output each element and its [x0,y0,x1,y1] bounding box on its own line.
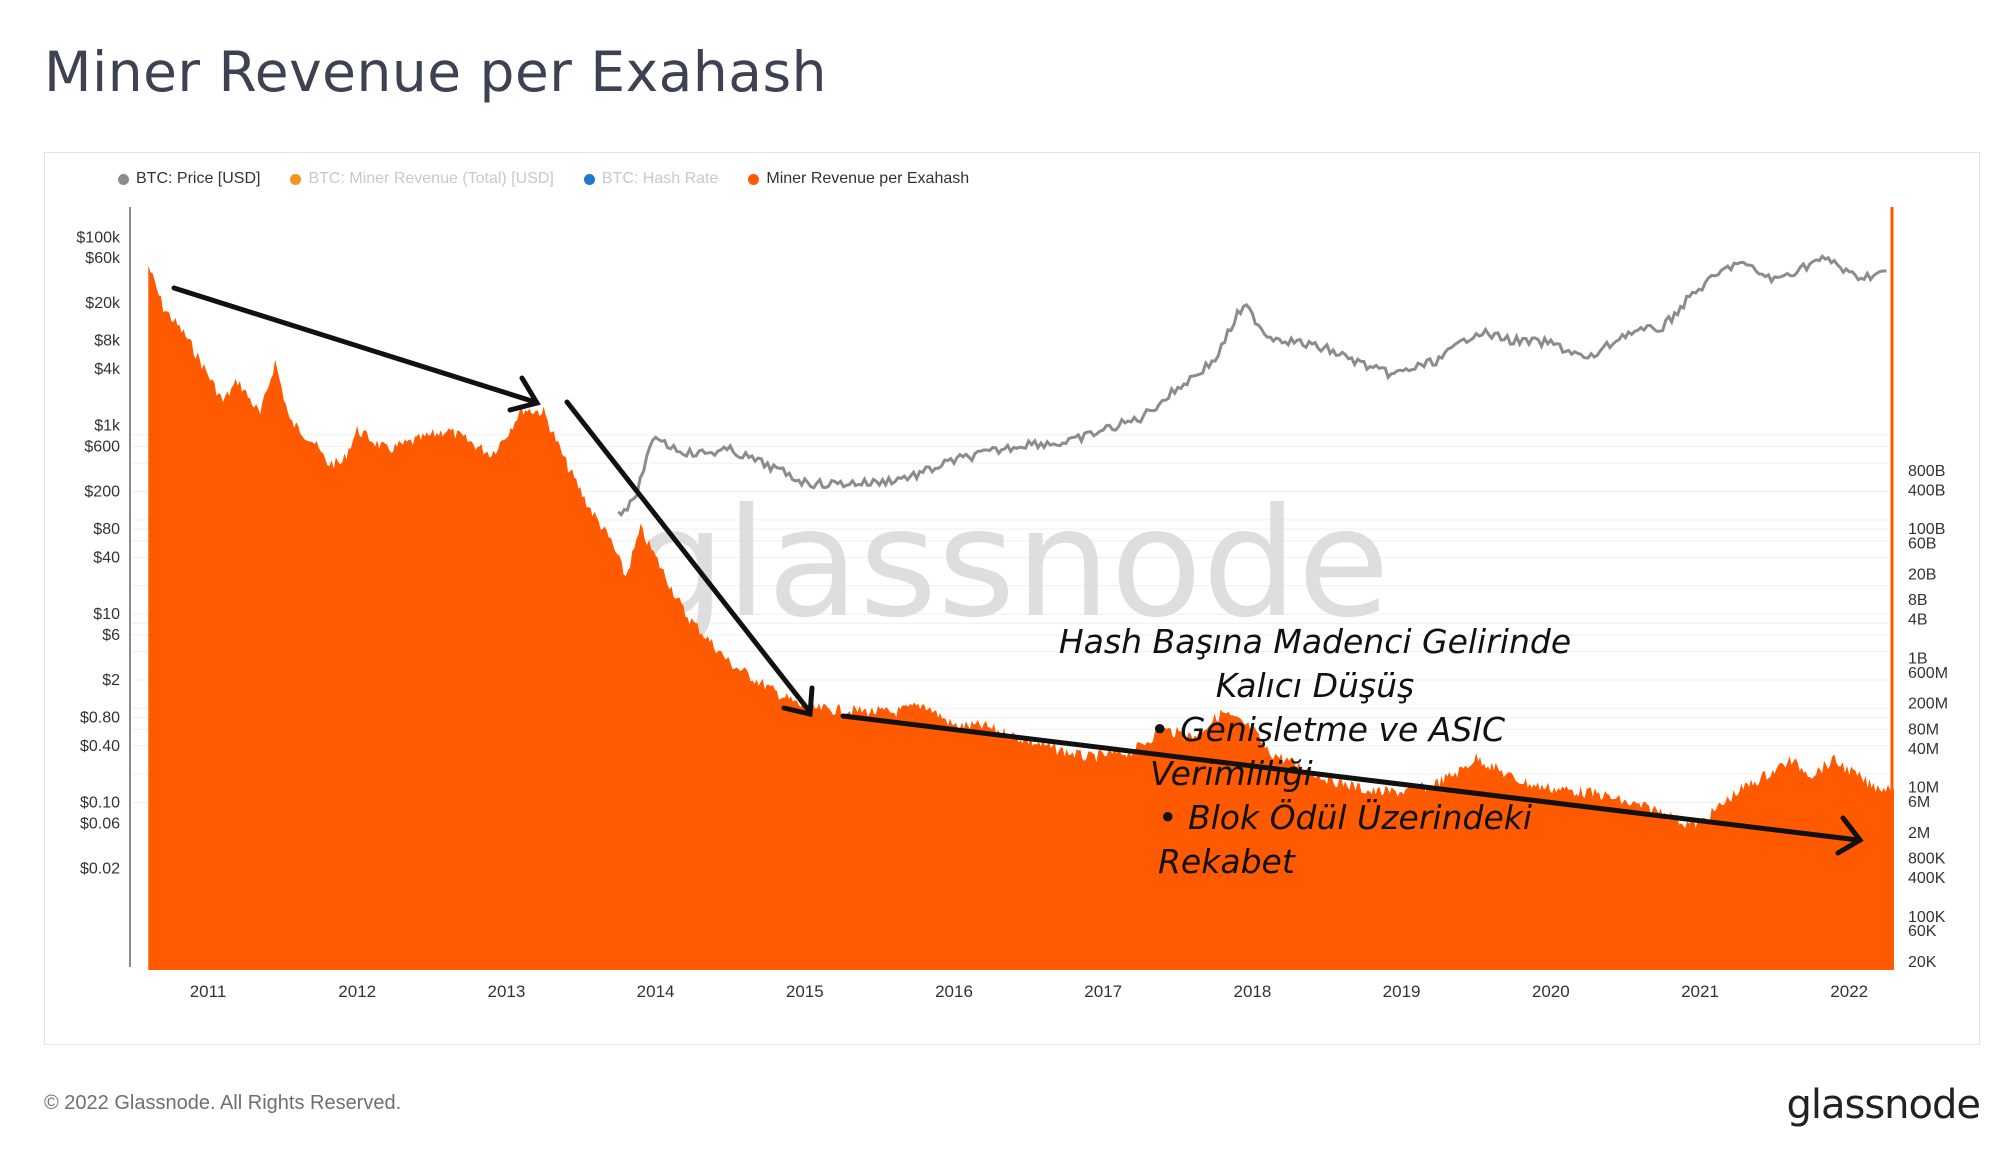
left-tick-label: $600 [84,439,120,456]
right-tick-label: 10M [1908,780,1939,797]
left-tick-label: $20k [85,295,121,312]
glassnode-logo: glassnode [1786,1082,1981,1128]
x-tick-label: 2017 [1084,982,1122,1001]
legend-item-hash-rate[interactable]: BTC: Hash Rate [583,170,719,188]
annotation-bullet-2: • Blok Ödül Üzerindeki Rekabet [1158,798,1533,881]
right-tick-label: 800B [1908,463,1945,480]
left-tick-label: $100k [76,229,121,246]
legend-label-hash-rate: BTC: Hash Rate [601,170,719,187]
left-axis-ticks: $100k $60k $20k $8k $4k $1k $600 $200 $80 $40 $10 $… [76,229,121,877]
legend-dot-price [118,173,129,185]
annotation-bullet-1-text: Genişletme ve ASIC Verimliliği [1150,710,1506,793]
arrow-3-head [1835,815,1864,856]
copyright-footer: © 2022 Glassnode. All Rights Reserved. [44,1092,402,1114]
left-tick-label: $0.40 [80,738,120,755]
legend-label-price: BTC: Price [USD] [136,170,261,187]
x-tick-label: 2016 [935,982,973,1001]
right-tick-label: 200M [1908,696,1948,713]
chart-panel [44,152,1980,1045]
arrow-2-head [781,685,815,718]
right-tick-label: 60B [1908,536,1936,553]
arrow-2-line [564,399,813,715]
watermark: glassnode [630,477,1389,651]
legend-label-revenue-per-exahash: Miner Revenue per Exahash [766,170,970,187]
series-price-line [617,254,1887,518]
legend-dot-revenue-per-exahash [748,173,760,185]
left-tick-label: $8k [94,333,121,350]
x-tick-label: 2020 [1532,982,1570,1001]
right-tick-label: 100B [1908,521,1945,538]
left-tick-label: $1k [94,418,121,435]
left-tick-label: $0.10 [80,795,120,812]
left-tick-label: $80 [93,521,120,538]
legend-dot-miner-revenue [290,173,302,185]
right-tick-label: 40M [1908,741,1939,758]
trend-arrows [171,285,1864,856]
legend-label-miner-revenue: BTC: Miner Revenue (Total) [USD] [308,170,554,187]
x-axis-ticks: 2011 2012 2013 2014 2015 2016 2017 2018 2019 2020… [190,982,1868,1001]
x-tick-label: 2011 [190,982,227,1001]
right-tick-label: 20K [1908,954,1937,971]
right-tick-label: 100K [1908,909,1946,926]
legend-item-price[interactable]: BTC: Price [USD] [118,170,260,188]
chart-legend: BTC: Price [USD] BTC: Miner Revenue (Tot… [118,170,969,188]
left-tick-label: $200 [84,484,120,501]
annotation-bullet-1: • Genişletme ve ASIC Verimliliği [1150,710,1506,793]
right-tick-label: 600M [1908,665,1948,682]
annotation-bullet-2-text: Blok Ödül Üzerindeki Rekabet [1158,798,1533,881]
x-tick-label: 2012 [338,982,376,1001]
x-tick-label: 2022 [1830,982,1868,1001]
left-tick-label: $60k [85,250,121,267]
left-tick-label: $0.02 [80,860,120,877]
series-revenue-per-exahash-area [148,265,1894,970]
right-tick-label: 80M [1908,721,1939,738]
arrow-3-line [840,713,1861,843]
right-tick-label: 1B [1908,650,1928,667]
right-tick-label: 400K [1908,870,1946,887]
left-tick-label: $0.06 [80,815,120,832]
right-tick-label: 4B [1908,612,1928,629]
x-tick-label: 2021 [1681,982,1719,1001]
arrow-1-line [171,285,538,405]
x-tick-label: 2013 [487,982,525,1001]
right-tick-label: 400B [1908,482,1945,499]
arrow-1-head [507,375,541,413]
right-tick-label: 8B [1908,592,1928,609]
annotation-heading: Hash Başına Madenci Gelirinde Kalıcı Düş… [1058,622,1572,705]
legend-item-miner-revenue[interactable]: BTC: Miner Revenue (Total) [USD] [290,170,554,188]
left-tick-label: $6 [102,627,120,644]
left-tick-label: $0.80 [80,709,120,726]
annotation-box: Hash Başına Madenci Gelirinde Kalıcı Düş… [1040,620,1590,884]
right-tick-label: 2M [1908,825,1930,842]
page-title: Miner Revenue per Exahash [44,40,827,104]
legend-dot-hash-rate [583,173,595,185]
x-tick-label: 2019 [1383,982,1421,1001]
left-tick-label: $40 [93,549,120,566]
right-tick-label: 20B [1908,566,1936,583]
left-tick-label: $4k [94,361,121,378]
right-tick-label: 800K [1908,851,1946,868]
x-tick-label: 2015 [786,982,824,1001]
right-tick-label: 6M [1908,794,1930,811]
x-tick-label: 2018 [1233,982,1271,1001]
x-tick-label: 2014 [637,982,675,1001]
right-tick-label: 60K [1908,923,1937,940]
legend-item-revenue-per-exahash[interactable]: Miner Revenue per Exahash [748,170,969,188]
left-tick-label: $2 [102,672,120,689]
left-tick-label: $10 [93,606,120,623]
